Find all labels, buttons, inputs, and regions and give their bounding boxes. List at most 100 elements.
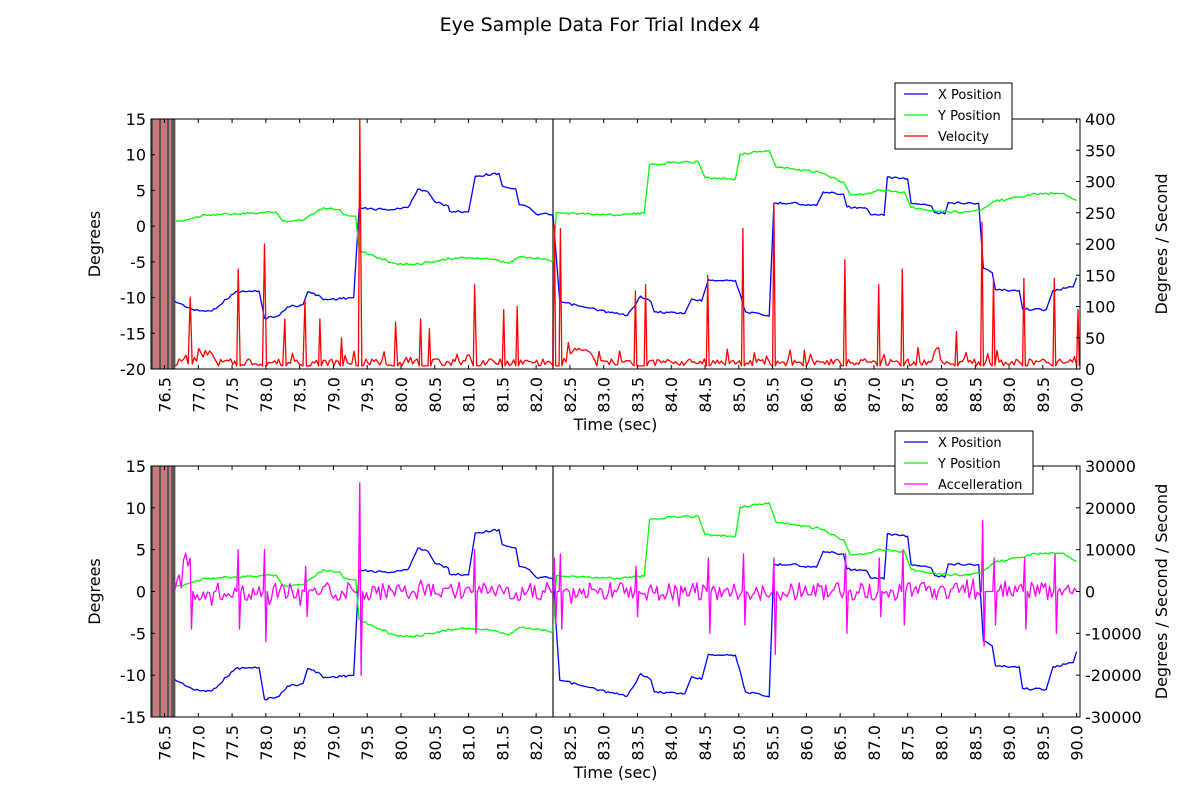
x-tick-label: 89.0: [1000, 377, 1019, 413]
x-tick-label: 79.5: [358, 377, 377, 413]
x-tick-label: 86.5: [831, 377, 850, 413]
x-tick-label: 89.5: [1034, 725, 1053, 761]
x-tick-label: 89.0: [1000, 725, 1019, 761]
y-tick-label: 15: [126, 110, 146, 129]
x-tick-label: 86.5: [831, 725, 850, 761]
velocityseries-line: [174, 119, 1080, 367]
x-tick-label: 79.0: [324, 725, 343, 761]
x-tick-label: 82.5: [561, 725, 580, 761]
x-tick-label: 83.0: [595, 377, 614, 413]
x-tick-label: 86.0: [797, 725, 816, 761]
x-axis-label: Time (sec): [573, 415, 658, 434]
legend: X Position Y Position Velocity: [894, 82, 1013, 150]
legend: X Position Y Position Accelleration: [894, 430, 1034, 495]
x-tick-label: 81.5: [493, 377, 512, 413]
velocity-plot: 76.5 77.0 77.5 78.0 78.5 79.0 79.5 80.0 80.5 81.0…: [85, 82, 1171, 434]
x-tick-label: 84.5: [696, 725, 715, 761]
x-axis-label: Time (sec): [573, 763, 658, 782]
x-tick-label: 82.5: [561, 377, 580, 413]
y-tick-label: -5: [130, 624, 146, 643]
x-positionseries-line: [174, 172, 1078, 320]
x-tick-label: 78.0: [257, 725, 276, 761]
x-tick-label: 77.5: [223, 725, 242, 761]
y-tick-label: -10: [120, 289, 146, 308]
y-positionseries-line: [174, 502, 1077, 638]
acceleration-plot: 76.5 77.0 77.5 78.0 78.5 79.0 79.5 80.0 80.5 81.0…: [85, 430, 1171, 782]
blink-region: [151, 466, 176, 717]
x-tick-label: 80.0: [392, 377, 411, 413]
x-tick-label: 85.5: [764, 725, 783, 761]
x-tick-label: 85.0: [730, 377, 749, 413]
x-tick-label: 83.5: [628, 377, 647, 413]
x-positionseries-line: [174, 528, 1078, 701]
y2-tick-label: 400: [1085, 110, 1116, 129]
y2-axis-label: Degrees / Second / Second: [1152, 484, 1171, 699]
y-tick-label: -15: [120, 324, 146, 343]
y2-tick-label: 0: [1085, 583, 1095, 602]
x-tick-label: 77.5: [223, 377, 242, 413]
x-tick-label: 82.0: [527, 377, 546, 413]
x-tick-label: 88.5: [966, 725, 985, 761]
legend-label: Y Position: [937, 109, 1001, 124]
x-tick-label: 84.0: [662, 377, 681, 413]
legend-label: Y Position: [937, 457, 1001, 472]
legend-label: X Position: [938, 436, 1002, 451]
x-tick-label: 89.5: [1034, 377, 1053, 413]
axes-frame: [150, 118, 1081, 370]
y-tick-label: -5: [130, 253, 146, 272]
y-axis-label: Degrees: [85, 558, 104, 625]
x-tick-label: 87.0: [865, 725, 884, 761]
legend-label: X Position: [938, 88, 1002, 103]
x-tick-label: 88.0: [932, 377, 951, 413]
legend-label: Accelleration: [938, 478, 1022, 493]
y2-tick-label: 300: [1085, 173, 1116, 192]
y2-tick-label: 50: [1085, 329, 1105, 348]
series-group: [174, 119, 1080, 367]
legend-label: Velocity: [938, 130, 989, 145]
blink-region: [151, 119, 176, 369]
y-tick-label: 0: [136, 583, 146, 602]
x-tick-label: 76.5: [156, 725, 175, 761]
y-tick-label: -15: [120, 708, 146, 727]
y2-tick-label: 20000: [1085, 499, 1136, 518]
x-tick-label: 84.5: [696, 377, 715, 413]
y2-tick-label: 100: [1085, 298, 1116, 317]
x-tick-label: 87.5: [899, 377, 918, 413]
y2-tick-label: 150: [1085, 266, 1116, 285]
y2-tick-label: 250: [1085, 204, 1116, 223]
x-tick-label: 82.0: [527, 725, 546, 761]
x-tick-label: 87.5: [899, 725, 918, 761]
y-tick-label: 5: [136, 541, 146, 560]
x-tick-label: 84.0: [662, 725, 681, 761]
x-tick-label: 90.0: [1068, 725, 1087, 761]
x-tick-label: 80.5: [426, 377, 445, 413]
series-group: [173, 482, 1078, 701]
x-tick-label: 78.5: [291, 725, 310, 761]
x-tick-label: 78.0: [257, 377, 276, 413]
x-tick-label: 79.5: [358, 725, 377, 761]
y-positionseries-line: [174, 149, 1077, 266]
y2-tick-label: 10000: [1085, 541, 1136, 560]
x-tick-label: 81.0: [460, 725, 479, 761]
y-tick-label: -10: [120, 666, 146, 685]
x-tick-label: 90.0: [1068, 377, 1087, 413]
x-tick-label: 80.5: [426, 725, 445, 761]
x-tick-label: 80.0: [392, 725, 411, 761]
y2-tick-label: 30000: [1085, 457, 1136, 476]
y2-tick-label: -10000: [1085, 624, 1142, 643]
y2-axis-label: Degrees / Second: [1152, 173, 1171, 314]
y-tick-label: 0: [136, 217, 146, 236]
x-tick-label: 79.0: [324, 377, 343, 413]
x-tick-label: 83.0: [595, 725, 614, 761]
y-tick-label: 15: [126, 457, 146, 476]
x-tick-label: 87.0: [865, 377, 884, 413]
y2-tick-label: 350: [1085, 141, 1116, 160]
x-tick-label: 88.0: [932, 725, 951, 761]
y2-tick-label: -30000: [1085, 708, 1142, 727]
y2-tick-label: -20000: [1085, 666, 1142, 685]
y-tick-label: 10: [126, 499, 146, 518]
y-tick-label: 10: [126, 146, 146, 165]
x-tick-label: 78.5: [291, 377, 310, 413]
x-tick-label: 85.0: [730, 725, 749, 761]
